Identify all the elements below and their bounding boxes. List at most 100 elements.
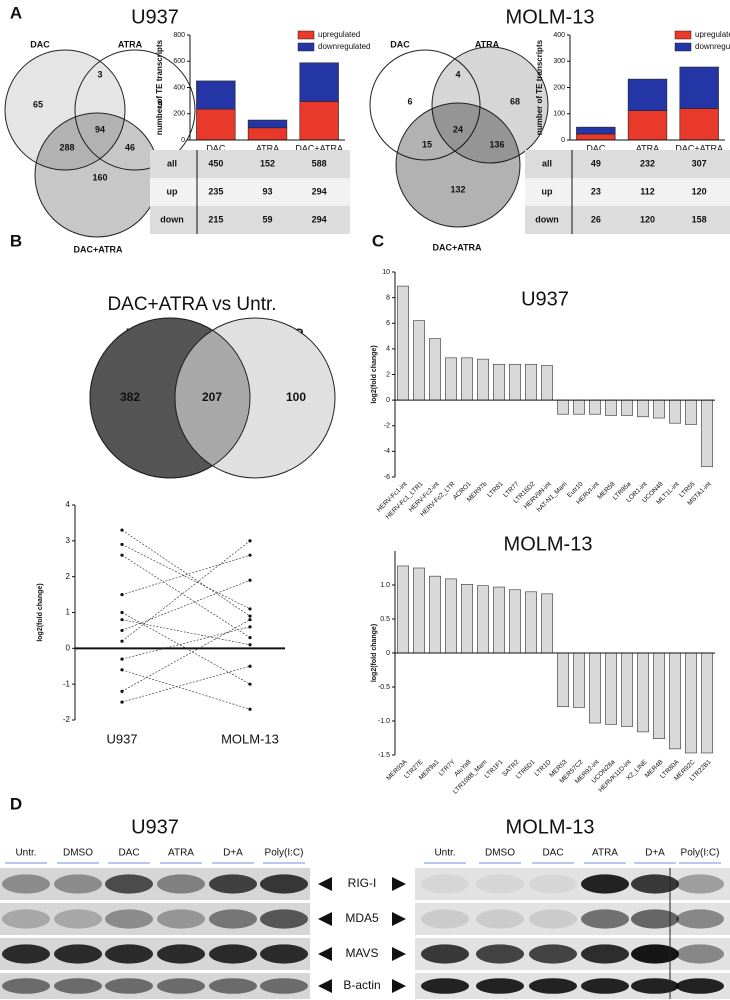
bar xyxy=(509,589,521,654)
venn-set-label: DAC+ATRA xyxy=(73,244,123,254)
bar-segment xyxy=(576,126,616,135)
venn-count: 68 xyxy=(510,96,520,106)
blot-band xyxy=(105,909,153,929)
lane-label: ATRA xyxy=(592,848,618,859)
arrow-left xyxy=(318,912,332,926)
table-cell: 158 xyxy=(692,214,707,224)
table-cell: 294 xyxy=(312,186,327,196)
table-cell: 307 xyxy=(692,158,707,168)
point xyxy=(248,553,252,557)
blot-band xyxy=(581,909,629,929)
blot-band xyxy=(421,874,469,894)
blot-band xyxy=(529,909,577,929)
venn-set-label: ATRA xyxy=(475,39,500,49)
panel-label: A xyxy=(10,3,22,22)
y-axis-label: number of TE transcripts xyxy=(535,39,544,135)
lane-label: DMSO xyxy=(63,848,93,859)
blot-band xyxy=(260,944,308,964)
y-tick-label: 600 xyxy=(173,58,185,65)
legend-label: downregulated xyxy=(318,42,370,51)
bar xyxy=(557,399,569,415)
bar-segment xyxy=(576,133,616,141)
blot-band xyxy=(157,944,205,964)
venn-set-label: DAC+ATRA xyxy=(432,242,482,252)
point xyxy=(248,625,252,629)
y-tick-label: 0 xyxy=(561,137,565,144)
table-cell: 152 xyxy=(260,158,275,168)
point xyxy=(120,657,124,661)
bar xyxy=(621,399,633,416)
y-tick-label: 4 xyxy=(66,500,71,509)
bar xyxy=(397,565,409,654)
table-cell: 232 xyxy=(640,158,655,168)
y-axis-label: log2(fold change) xyxy=(371,345,378,403)
table-row xyxy=(525,178,730,206)
venn-count: 132 xyxy=(450,184,465,194)
bar xyxy=(541,365,553,401)
blot-band xyxy=(260,874,308,894)
blot-band xyxy=(157,909,205,929)
blot-band xyxy=(631,944,679,964)
point xyxy=(120,639,124,643)
venn-set-label: DAC xyxy=(390,39,410,49)
bar xyxy=(573,652,585,708)
venn-count: 94 xyxy=(95,124,105,134)
point xyxy=(248,635,252,640)
table-cell: 59 xyxy=(262,214,272,224)
pair-line xyxy=(121,529,251,617)
venn-title: DAC+ATRA vs Untr. xyxy=(107,294,276,315)
chart-title: MOLM-13 xyxy=(504,533,593,555)
table-row xyxy=(525,150,730,178)
point xyxy=(120,528,124,532)
blot-band xyxy=(105,944,153,964)
blot-band xyxy=(54,978,102,994)
y-axis-label: log2(fold change) xyxy=(371,624,378,682)
point xyxy=(248,578,252,582)
point xyxy=(120,553,124,557)
venn-circle xyxy=(395,102,521,228)
y-tick-label: 2 xyxy=(386,371,390,378)
blot-band xyxy=(676,909,724,929)
bar-segment xyxy=(627,110,668,141)
y-tick-label: 4 xyxy=(386,346,390,353)
point xyxy=(248,682,252,686)
bar-segment xyxy=(247,119,288,129)
pair-line xyxy=(121,544,251,610)
point xyxy=(248,614,252,618)
bar xyxy=(413,567,425,654)
venn-set-label: ATRA xyxy=(118,39,143,49)
y-tick-label: 10 xyxy=(382,269,390,276)
bar xyxy=(557,652,569,708)
legend-label: upregulated xyxy=(695,30,730,39)
venn-overlap xyxy=(174,318,250,478)
blot-band xyxy=(2,874,50,894)
bar xyxy=(573,399,585,415)
y-tick-label: 6 xyxy=(386,320,390,327)
bar xyxy=(589,399,601,415)
table-cell: 49 xyxy=(591,158,601,168)
table-cell: 120 xyxy=(640,214,655,224)
x-tick-label: MOLM-13 xyxy=(221,731,279,746)
bar xyxy=(637,399,649,418)
blot-band xyxy=(209,874,257,894)
blot-band xyxy=(529,978,577,994)
blot-band xyxy=(421,909,469,929)
blot-band xyxy=(529,944,577,964)
table-cell: 450 xyxy=(208,158,223,168)
pair-line xyxy=(121,540,251,642)
bar xyxy=(477,358,489,401)
arrow-right xyxy=(392,912,406,926)
bar-segment xyxy=(679,66,719,109)
lane-label: DAC xyxy=(118,848,139,859)
y-tick-label: 0.5 xyxy=(380,616,390,623)
bar xyxy=(397,285,409,401)
y-tick-label: 2 xyxy=(66,572,71,581)
bar xyxy=(509,363,521,401)
blot-strip xyxy=(0,973,310,999)
y-tick-label: 200 xyxy=(553,84,565,91)
point xyxy=(120,592,124,597)
point xyxy=(248,643,252,647)
y-tick-label: 200 xyxy=(173,111,185,118)
blot-band xyxy=(157,978,205,994)
